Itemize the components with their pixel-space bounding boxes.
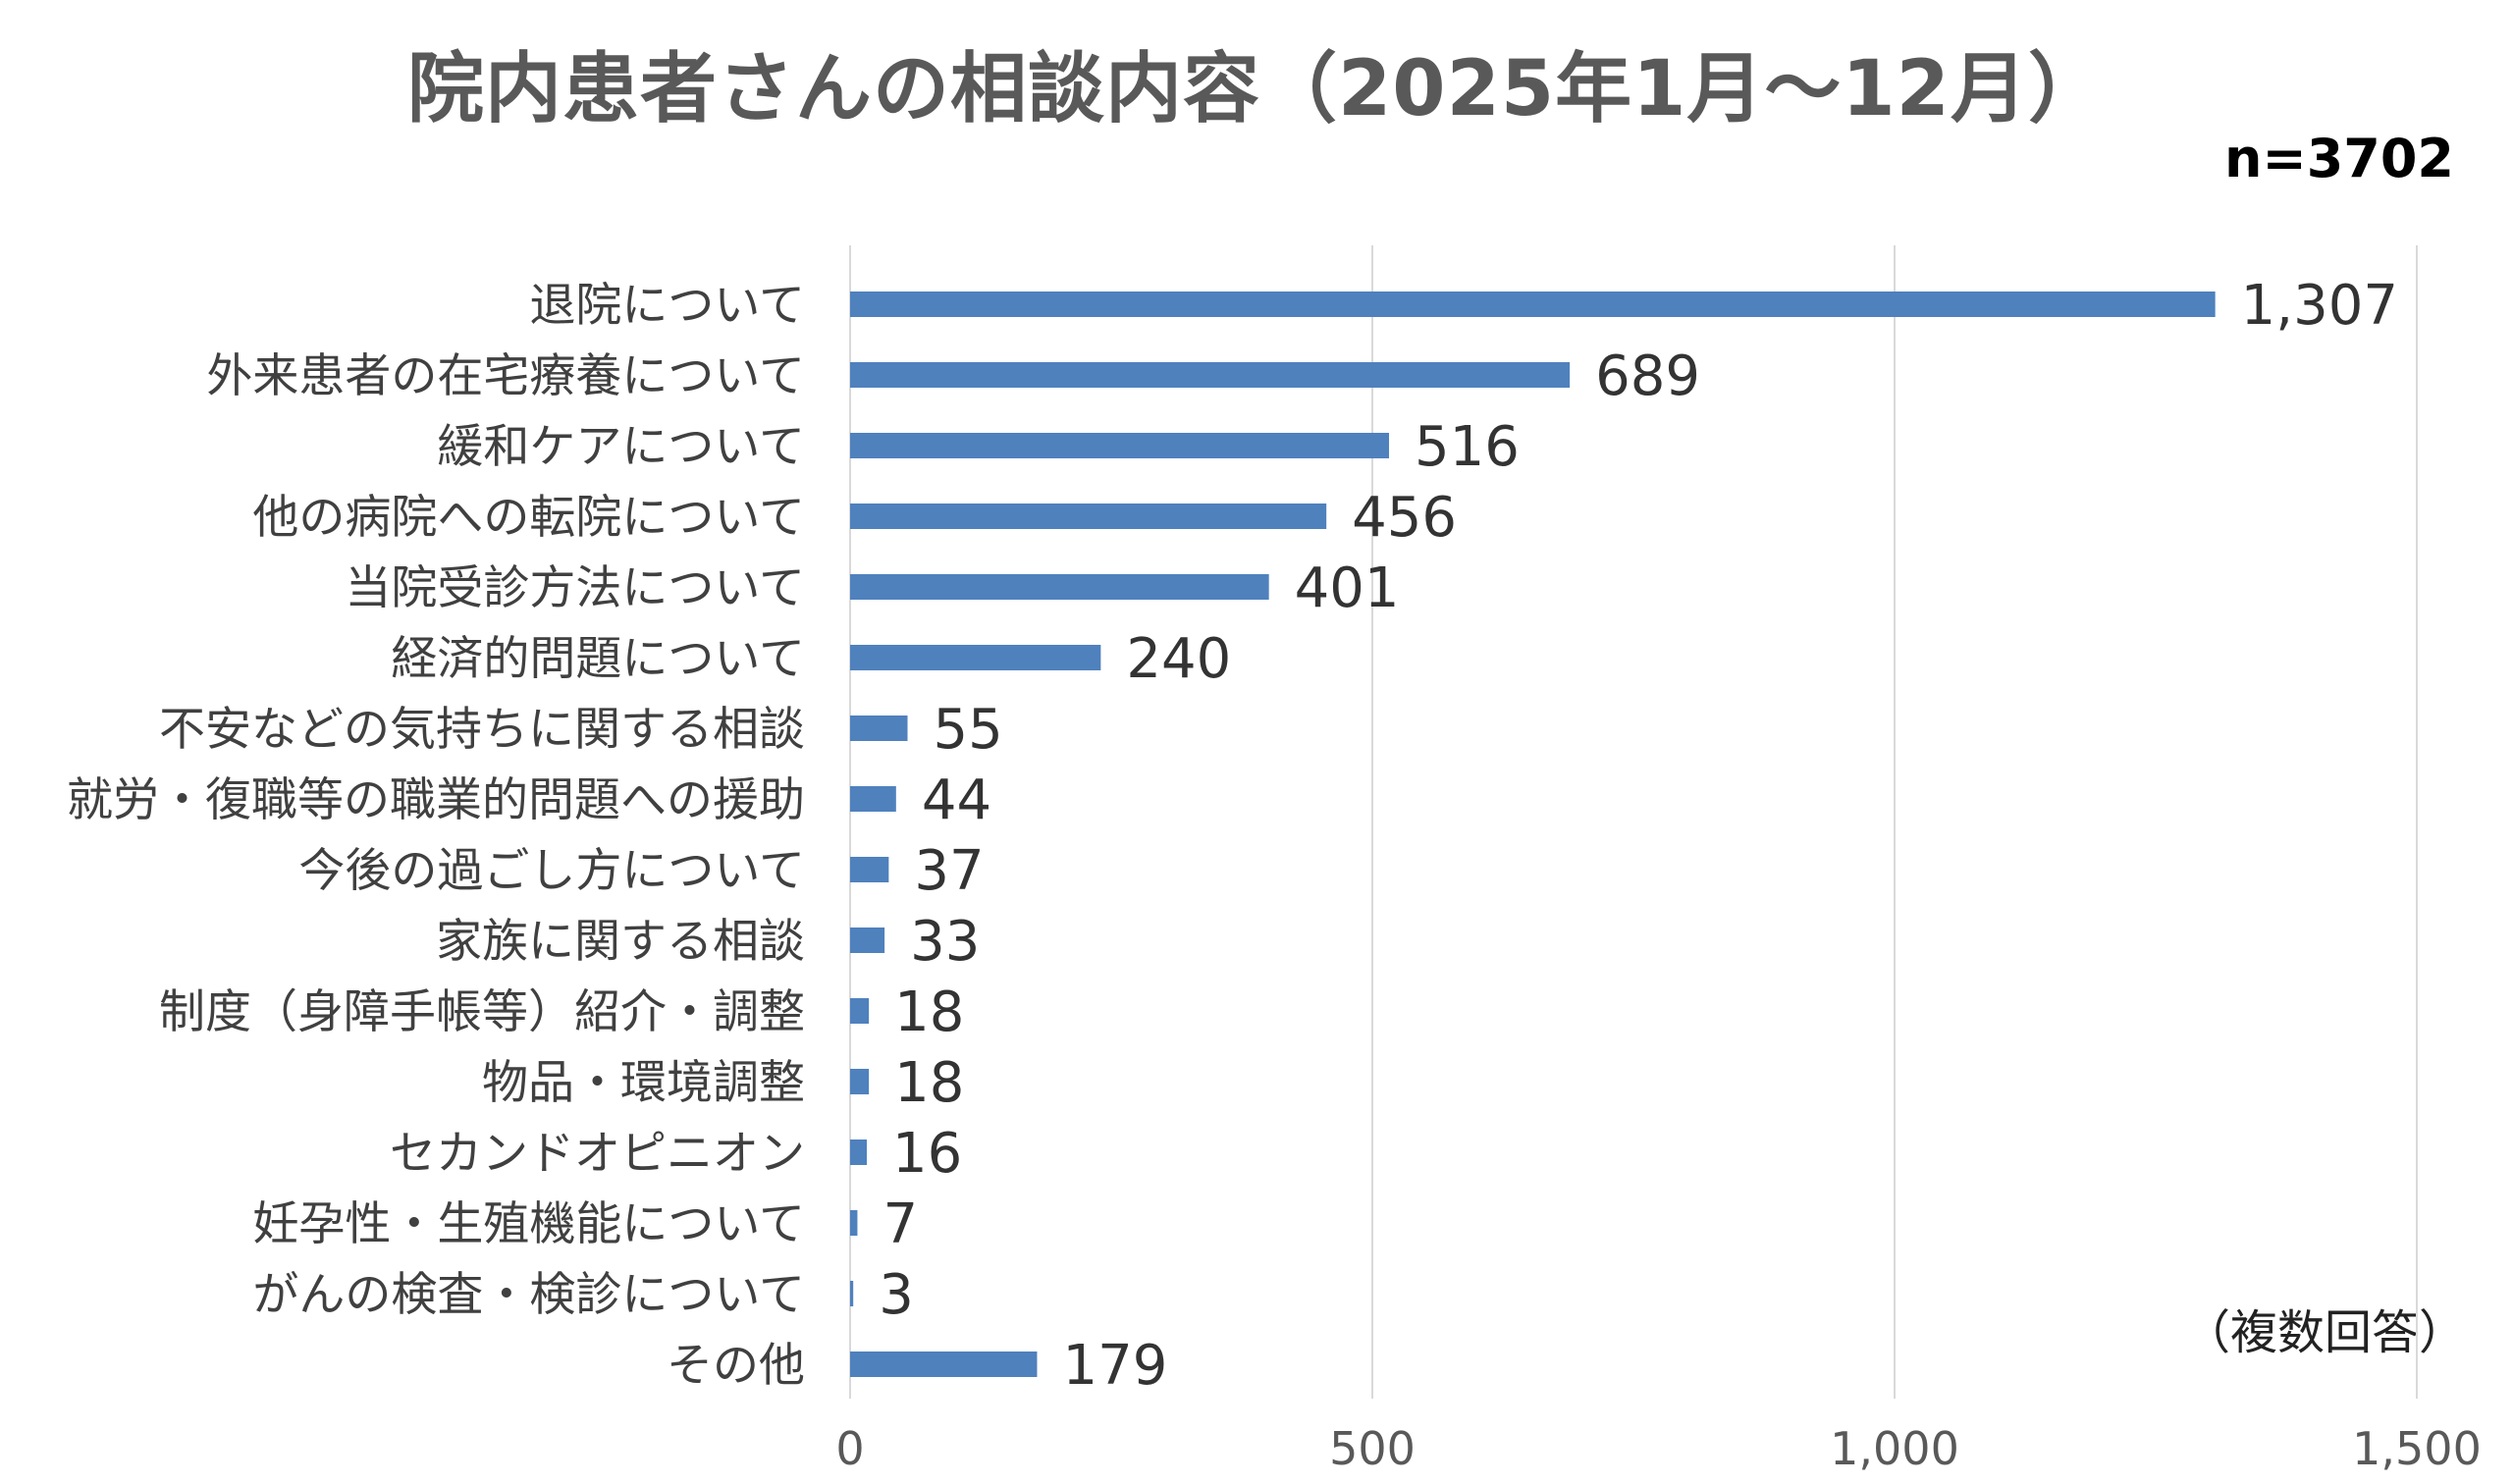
- bar: [850, 857, 889, 882]
- bar: [850, 998, 870, 1024]
- bar: [850, 1210, 858, 1236]
- category-label: 経済的問題について: [391, 632, 805, 686]
- category-label: 当院受診方法について: [345, 561, 805, 615]
- x-tick-label: 500: [1329, 1422, 1416, 1475]
- category-label: 退院について: [529, 279, 805, 333]
- value-label: 689: [1595, 344, 1700, 408]
- category-label: 今後の過ごし方について: [298, 844, 805, 898]
- value-label: 16: [892, 1122, 962, 1186]
- category-label: 緩和ケアについて: [437, 420, 805, 474]
- sample-size-label: n=3702: [2224, 128, 2454, 189]
- category-label: がんの検査・検診について: [252, 1268, 805, 1322]
- bar: [850, 928, 885, 953]
- value-label: 33: [910, 910, 980, 974]
- value-label: 18: [894, 1051, 964, 1115]
- value-label: 7: [882, 1192, 918, 1256]
- multiple-answers-note: （複数回答）: [2182, 1305, 2466, 1360]
- value-label: 37: [914, 839, 984, 903]
- x-tick-label: 1,000: [1830, 1422, 1959, 1475]
- category-label: 制度（身障手帳等）紹介・調整: [159, 985, 805, 1039]
- category-label: 不安などの気持ちに関する相談: [159, 703, 805, 757]
- bar: [850, 292, 2216, 317]
- category-label: セカンドオピニオン: [390, 1127, 805, 1181]
- category-label: その他: [667, 1339, 805, 1393]
- value-label: 1,307: [2241, 274, 2398, 338]
- value-label: 240: [1126, 627, 1231, 691]
- value-label: 516: [1415, 415, 1520, 479]
- bar: [850, 574, 1269, 600]
- bar: [850, 645, 1101, 670]
- x-tick-label: 0: [835, 1422, 864, 1475]
- bar: [850, 716, 908, 741]
- category-label: 外来患者の在宅療養について: [206, 349, 805, 403]
- value-label: 456: [1352, 486, 1457, 550]
- chart-title: 院内患者さんの相談内容（2025年1月～12月）: [407, 45, 2106, 133]
- value-label: 55: [934, 698, 1003, 762]
- x-tick-label: 1,500: [2352, 1422, 2482, 1475]
- bar: [850, 786, 896, 812]
- category-label: 家族に関する相談: [436, 915, 805, 969]
- category-label: 他の病院への転院について: [252, 491, 805, 545]
- bar: [850, 433, 1390, 458]
- bar: [850, 504, 1327, 529]
- bar: [850, 1140, 868, 1165]
- category-label: 就労・復職等の職業的問題への援助: [67, 773, 805, 827]
- value-label: 179: [1062, 1334, 1167, 1398]
- bar: [850, 1352, 1038, 1377]
- bar: [850, 1281, 854, 1306]
- bar: [850, 1069, 870, 1094]
- value-label: 44: [922, 768, 991, 832]
- category-label: 物品・環境調整: [482, 1056, 805, 1110]
- bar: [850, 362, 1571, 388]
- value-label: 401: [1295, 556, 1400, 620]
- value-label: 3: [879, 1263, 914, 1327]
- category-label: 妊孕性・生殖機能について: [252, 1197, 805, 1251]
- value-label: 18: [894, 980, 964, 1044]
